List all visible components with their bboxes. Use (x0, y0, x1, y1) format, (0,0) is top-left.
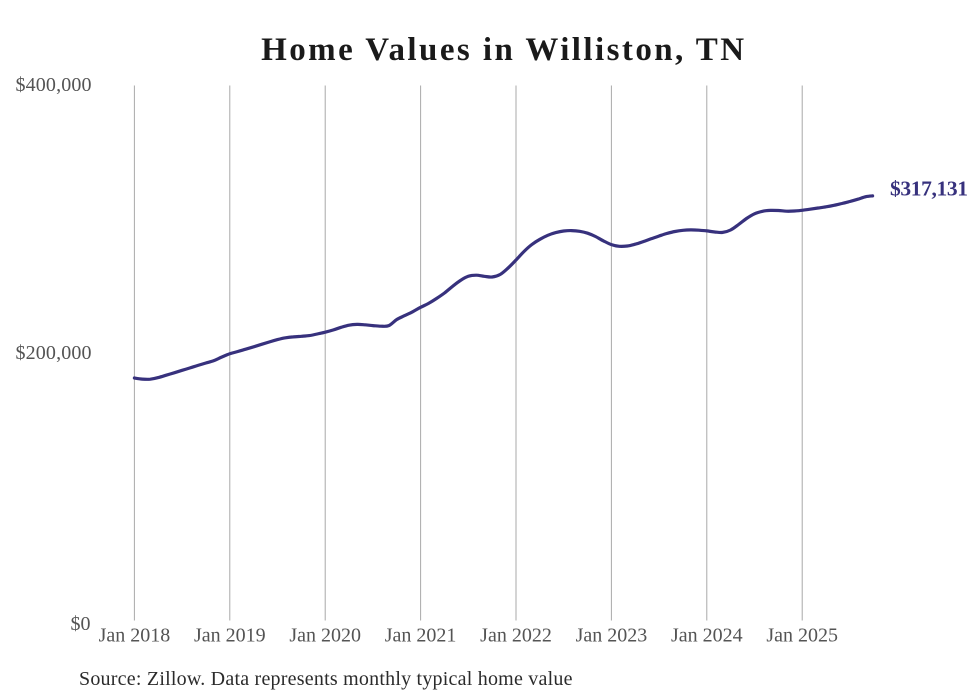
svg-text:Home Values in Williston, TN: Home Values in Williston, TN (261, 32, 744, 68)
svg-text:Jan 2025: Jan 2025 (766, 625, 838, 647)
svg-text:$200,000: $200,000 (16, 342, 92, 364)
svg-text:Jan 2022: Jan 2022 (480, 625, 552, 647)
svg-text:$0: $0 (71, 613, 91, 635)
svg-text:$400,000: $400,000 (16, 74, 92, 96)
svg-text:Source: Zillow. Data represent: Source: Zillow. Data represents monthly … (79, 668, 573, 690)
svg-text:Jan 2019: Jan 2019 (194, 625, 266, 647)
svg-text:Jan 2023: Jan 2023 (576, 625, 648, 647)
svg-text:$317,131: $317,131 (890, 177, 968, 201)
svg-text:Jan 2021: Jan 2021 (385, 625, 457, 647)
svg-text:Jan 2018: Jan 2018 (99, 625, 171, 647)
svg-text:Jan 2020: Jan 2020 (289, 625, 361, 647)
svg-text:Jan 2024: Jan 2024 (671, 625, 743, 647)
